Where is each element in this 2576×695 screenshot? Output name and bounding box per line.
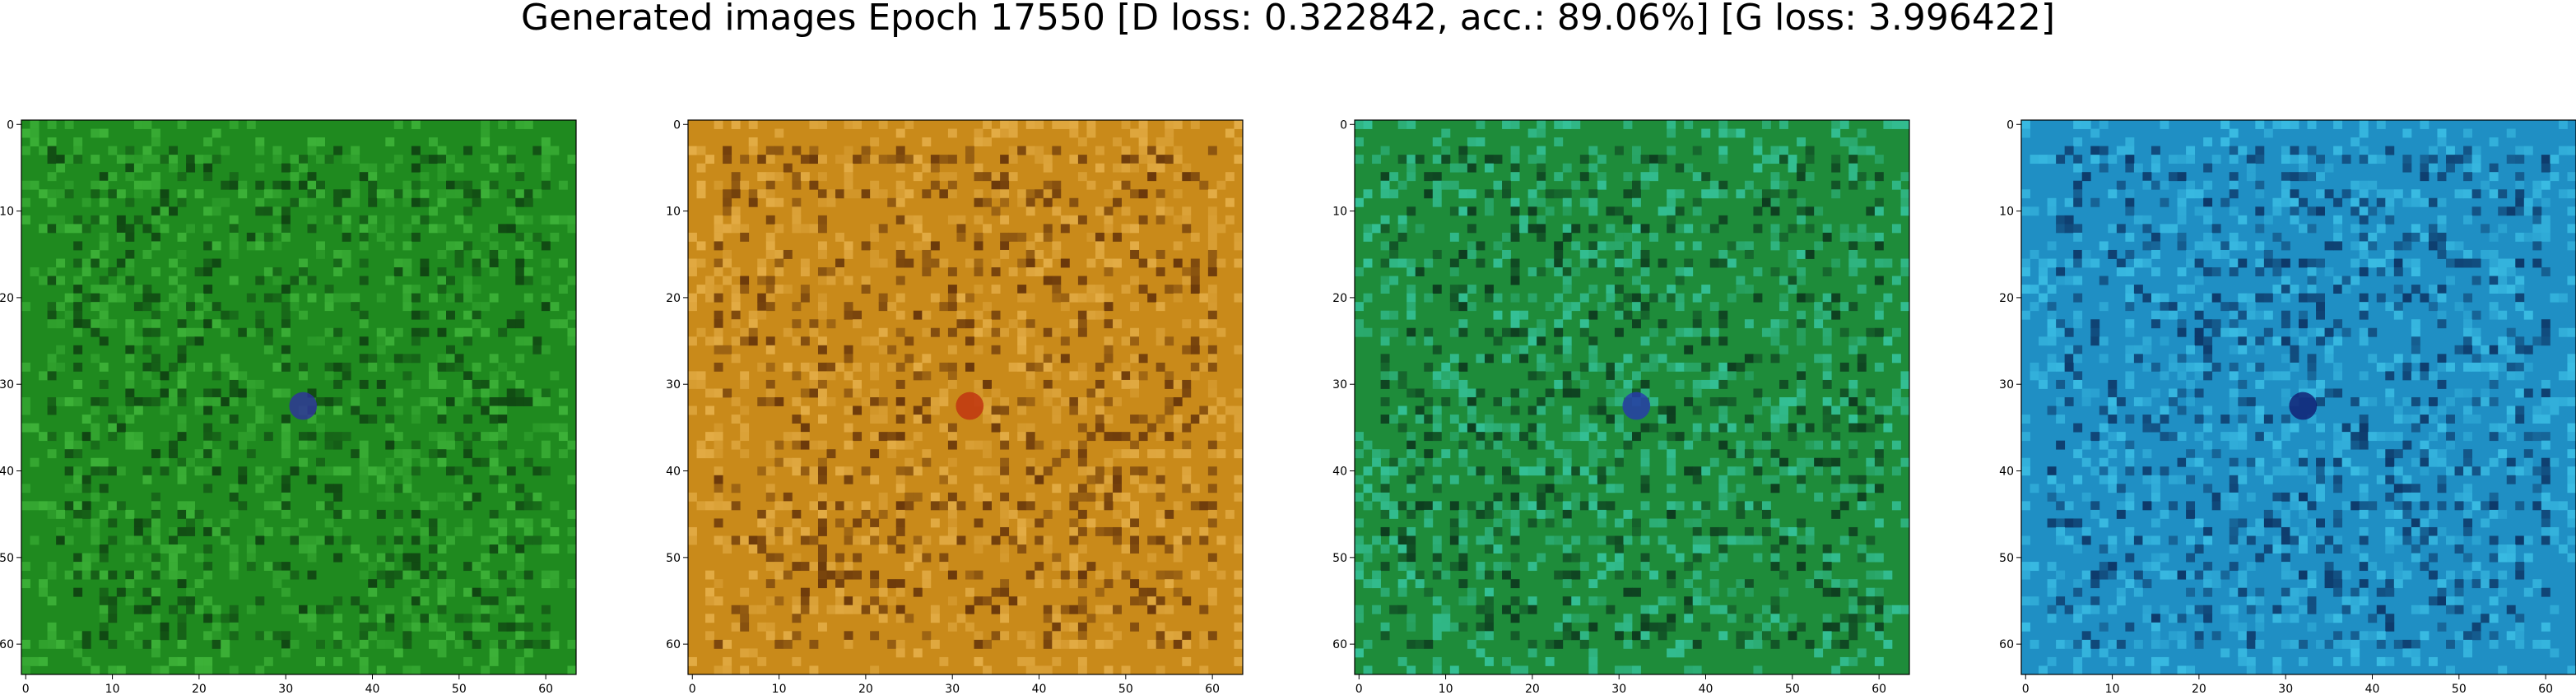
x-tick-label: 0 [22, 683, 30, 695]
y-tick-label: 30 [0, 378, 14, 392]
y-tick-label: 50 [1999, 552, 2014, 565]
x-tick-label: 40 [1699, 683, 1713, 695]
x-tick-label: 20 [192, 683, 207, 695]
y-tick-label: 60 [1999, 638, 2014, 651]
panel-frame [687, 119, 1244, 675]
figure-title: Generated images Epoch 17550 [D loss: 0.… [520, 0, 2056, 39]
generated-image-1: 0 0 10 10 20 20 30 30 40 40 50 50 60 60 [0, 118, 577, 695]
x-tick-label: 60 [2538, 683, 2553, 695]
y-tick-label: 10 [0, 206, 14, 219]
x-tick-label: 50 [452, 683, 467, 695]
x-tick-label: 0 [689, 683, 696, 695]
x-tick-label: 10 [1439, 683, 1453, 695]
y-tick-label: 10 [666, 206, 681, 219]
y-tick-label: 60 [1332, 638, 1347, 651]
x-tick-label: 60 [1205, 683, 1220, 695]
y-tick-label: 10 [1999, 206, 2014, 219]
y-tick-label: 20 [1332, 292, 1347, 305]
y-tick-label: 20 [0, 292, 14, 305]
y-tick-label: 40 [666, 466, 681, 479]
y-tick-label: 40 [0, 466, 14, 479]
x-tick-label: 40 [2365, 683, 2380, 695]
x-tick-label: 10 [772, 683, 787, 695]
x-tick-label: 40 [1032, 683, 1047, 695]
y-tick-label: 40 [1332, 466, 1347, 479]
y-tick-label: 50 [0, 552, 14, 565]
y-tick-label: 20 [1999, 292, 2014, 305]
x-tick-label: 0 [1355, 683, 1363, 695]
y-tick-label: 60 [0, 638, 14, 651]
panel-frame [2020, 119, 2576, 675]
y-tick-label: 10 [1332, 206, 1347, 219]
y-tick-label: 30 [1999, 378, 2014, 392]
y-tick-label: 60 [666, 638, 681, 651]
y-tick-label: 20 [666, 292, 681, 305]
generated-image-3: 0 0 10 10 20 20 30 30 40 40 50 50 60 60 [1332, 118, 1910, 695]
x-tick-label: 20 [858, 683, 873, 695]
y-tick-label: 40 [1999, 466, 2014, 479]
x-tick-label: 40 [365, 683, 380, 695]
y-tick-label: 30 [1332, 378, 1347, 392]
x-tick-label: 20 [2192, 683, 2206, 695]
y-tick-label: 0 [2006, 118, 2014, 132]
x-tick-label: 0 [2022, 683, 2030, 695]
generated-image-2: 0 0 10 10 20 20 30 30 40 40 50 50 60 60 [666, 118, 1244, 695]
panel-frame [21, 119, 577, 675]
x-tick-label: 60 [538, 683, 553, 695]
x-tick-label: 30 [2278, 683, 2293, 695]
x-tick-label: 50 [1785, 683, 1800, 695]
y-tick-label: 0 [7, 118, 14, 132]
panel-frame [1354, 119, 1910, 675]
x-tick-label: 10 [105, 683, 120, 695]
x-tick-label: 20 [1525, 683, 1540, 695]
y-tick-label: 0 [1340, 118, 1347, 132]
x-tick-label: 10 [2105, 683, 2120, 695]
x-tick-label: 60 [1872, 683, 1886, 695]
x-tick-label: 30 [1611, 683, 1626, 695]
y-tick-label: 50 [666, 552, 681, 565]
y-tick-label: 0 [673, 118, 681, 132]
x-tick-label: 30 [278, 683, 293, 695]
x-tick-label: 30 [945, 683, 960, 695]
generated-image-4: 0 0 10 10 20 20 30 30 40 40 50 50 60 60 [1999, 118, 2576, 695]
y-tick-label: 30 [666, 378, 681, 392]
x-tick-label: 50 [2452, 683, 2467, 695]
x-tick-label: 50 [1118, 683, 1133, 695]
y-tick-label: 50 [1332, 552, 1347, 565]
